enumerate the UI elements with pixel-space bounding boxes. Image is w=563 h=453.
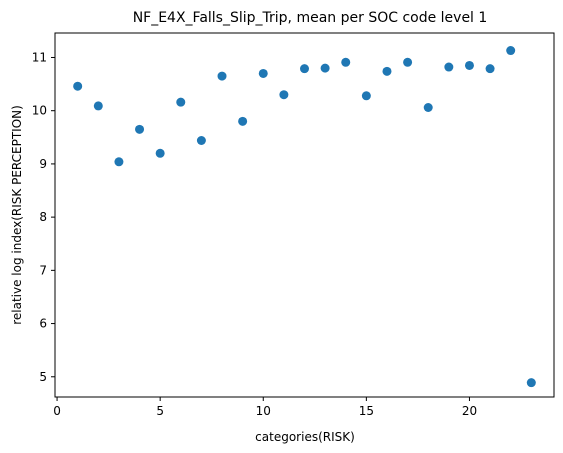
x-tick-label: 5 [156, 404, 164, 418]
y-tick-label: 11 [32, 50, 47, 64]
data-point-7 [196, 135, 206, 145]
data-point-12 [300, 64, 309, 74]
data-point-20 [464, 60, 474, 70]
y-axis-ticks: 5 6 7 8 9 10 11 [32, 50, 55, 384]
data-point-18 [423, 103, 433, 113]
data-point-22 [506, 46, 516, 56]
y-tick-label: 7 [39, 263, 47, 277]
data-point-5 [155, 148, 165, 158]
data-point-15 [361, 91, 371, 101]
x-tick-label: 20 [462, 404, 477, 418]
y-axis-label: relative log index(RISK PERCEPTION) [10, 105, 24, 325]
data-point-13 [320, 63, 330, 73]
data-point-16 [382, 66, 392, 76]
data-point-19 [444, 62, 454, 72]
x-tick-label: 0 [53, 404, 61, 418]
y-tick-label: 8 [39, 210, 47, 224]
data-point-14 [341, 57, 351, 67]
data-point-6 [176, 97, 186, 107]
data-point-2 [93, 101, 103, 111]
data-point-11 [279, 90, 289, 100]
points-layer [73, 46, 536, 388]
data-point-8 [217, 71, 227, 81]
data-point-10 [258, 68, 268, 78]
data-point-9 [238, 116, 248, 126]
y-tick-label: 6 [39, 317, 47, 331]
y-tick-label: 9 [39, 157, 47, 171]
data-point-4 [135, 124, 145, 134]
chart-title: NF_E4X_Falls_Slip_Trip, mean per SOC cod… [133, 10, 488, 26]
data-point-1 [73, 81, 83, 91]
data-point-23 [526, 378, 536, 388]
data-point-21 [485, 64, 495, 74]
y-tick-label: 5 [39, 370, 47, 384]
y-tick-label: 10 [32, 104, 47, 118]
data-point-17 [403, 57, 413, 67]
axes-frame [54, 32, 555, 398]
plot-area: 0 5 10 15 20 5 6 7 8 9 10 11 [32, 32, 555, 418]
x-axis-label: categories(RISK) [255, 430, 355, 444]
data-point-3 [114, 157, 124, 167]
x-tick-label: 15 [359, 404, 374, 418]
x-axis-ticks: 0 5 10 15 20 [53, 397, 477, 418]
x-tick-label: 10 [256, 404, 271, 418]
